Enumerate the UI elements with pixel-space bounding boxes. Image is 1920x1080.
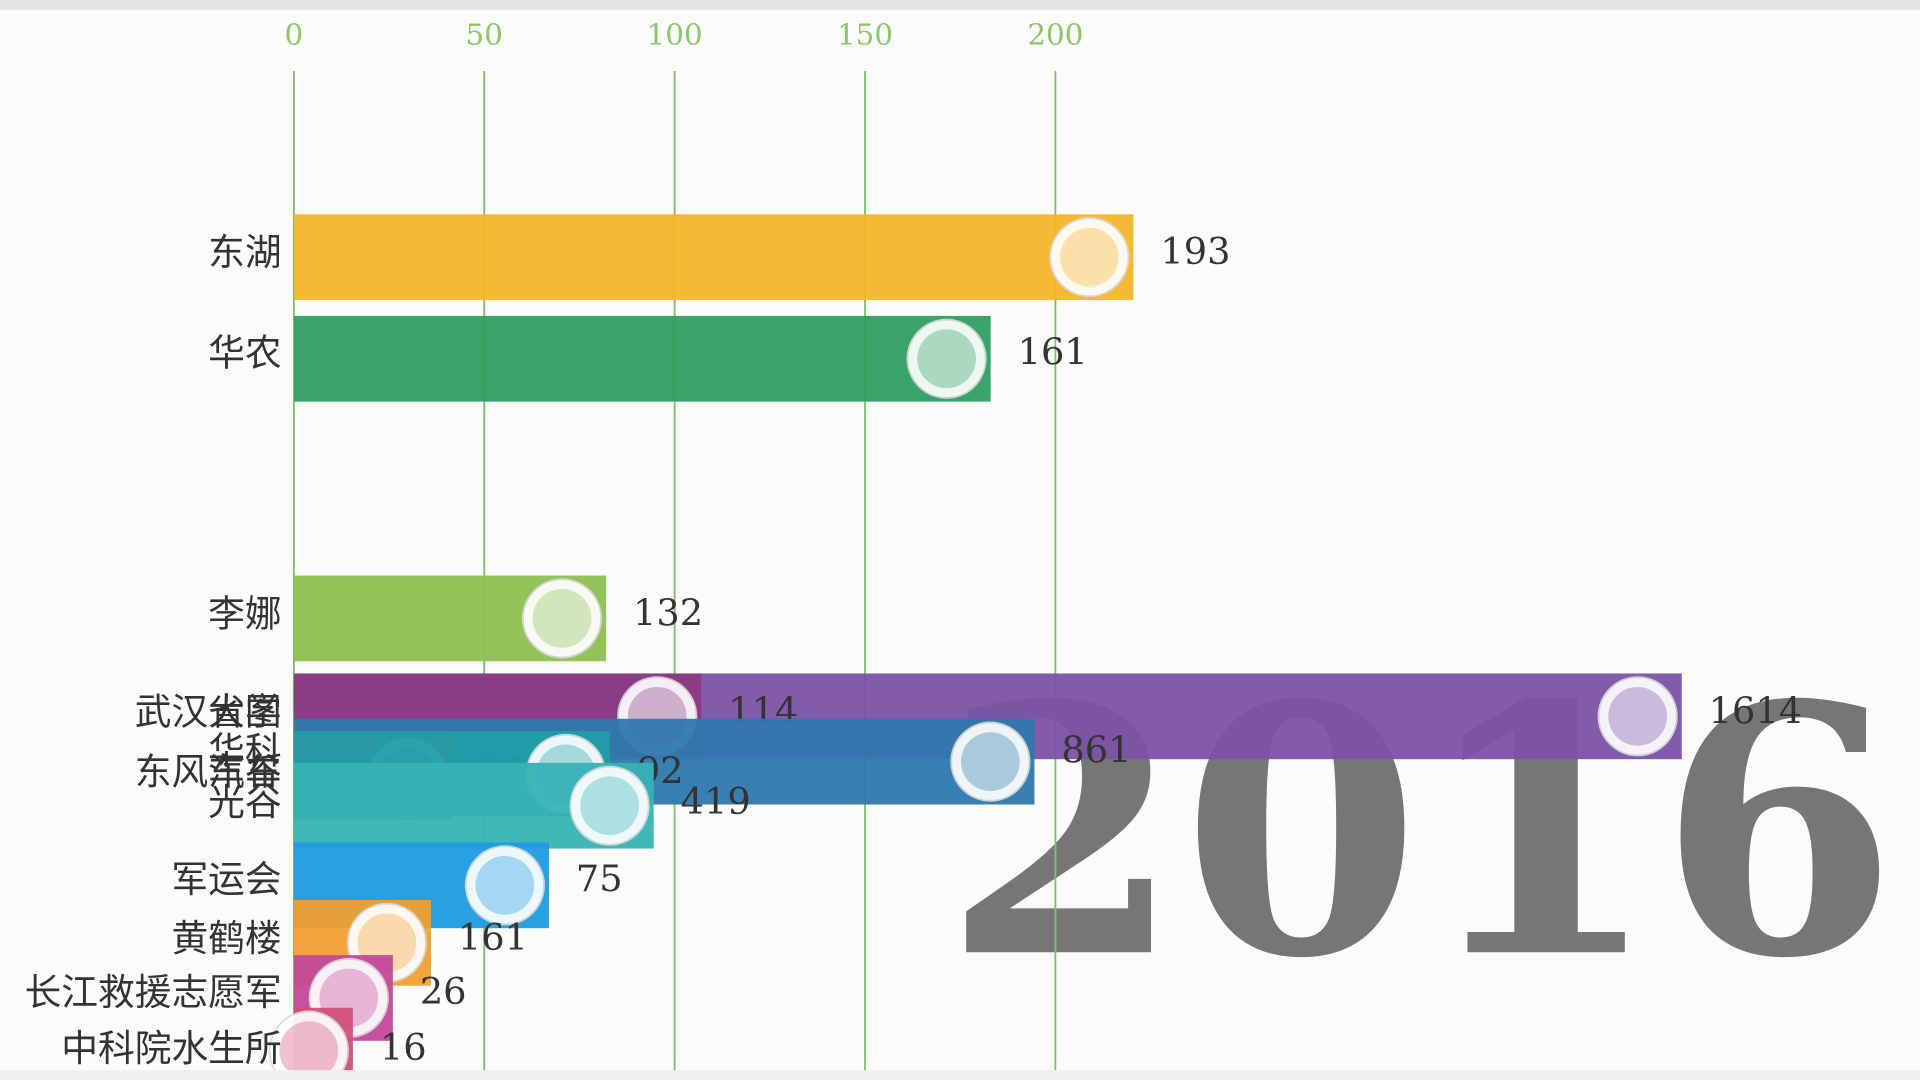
x-tick-label: 50 (466, 18, 503, 52)
category-label: 车谷 (208, 750, 281, 793)
bar-text: 161 (1018, 331, 1088, 374)
bar-avatar-inner (580, 776, 639, 836)
category-label: 军运会 (171, 858, 281, 901)
bar (293, 214, 1134, 300)
x-tick-label: 200 (1027, 18, 1083, 52)
bar-avatar (268, 1010, 349, 1071)
bar-text: 132 (633, 591, 703, 634)
top-strip (0, 0, 1920, 10)
x-tick-label: 150 (837, 18, 893, 52)
bar-avatar-inner (1059, 227, 1119, 287)
bar (293, 315, 991, 402)
bar-text: 193 (1160, 230, 1230, 273)
category-label: 省图 (208, 690, 281, 733)
category-label: 光谷 (208, 781, 281, 824)
bar-avatar-inner (475, 855, 535, 915)
bar-avatar-inner (1608, 686, 1668, 746)
bar-text: 16 (380, 1026, 427, 1069)
bar-avatar (1597, 676, 1678, 757)
category-label: 东湖 (208, 231, 281, 274)
bar-avatar (464, 845, 546, 926)
x-tick-label: 0 (285, 18, 304, 52)
category-label: 中科院水生所 (61, 1027, 281, 1070)
bar-avatar-inner (960, 732, 1020, 792)
x-tick-label: 100 (647, 18, 703, 52)
bar-text: 26 (420, 970, 467, 1013)
category-label: 长江救援志愿军 (25, 971, 282, 1014)
bar-text: 75 (576, 857, 623, 900)
bar-text: 161 (458, 916, 528, 959)
bar-avatar (906, 318, 987, 399)
bar-avatar-inner (917, 329, 976, 389)
bar-avatar-inner (279, 1021, 339, 1071)
category-label: 东风汽车 (135, 750, 282, 793)
bar-text: 861 (1061, 729, 1131, 772)
plot: 2016193东湖161华农132李娜1614武汉大学114省图861华科84东… (25, 71, 1898, 1071)
bottom-strip (0, 1070, 1920, 1080)
bar-avatar (569, 765, 650, 846)
bar-avatar (950, 721, 1031, 802)
category-label: 华农 (208, 332, 281, 375)
bar-avatar (1049, 217, 1130, 298)
category-label: 黄鹤楼 (171, 917, 281, 960)
category-label: 李娜 (208, 592, 281, 635)
category-label: 华科 (208, 730, 281, 773)
bar-avatar-inner (532, 588, 592, 648)
bar-text: 1614 (1709, 689, 1802, 732)
category-label: 武汉大学 (135, 690, 282, 733)
bar-text: 419 (681, 780, 751, 823)
bar-avatar (521, 578, 603, 659)
